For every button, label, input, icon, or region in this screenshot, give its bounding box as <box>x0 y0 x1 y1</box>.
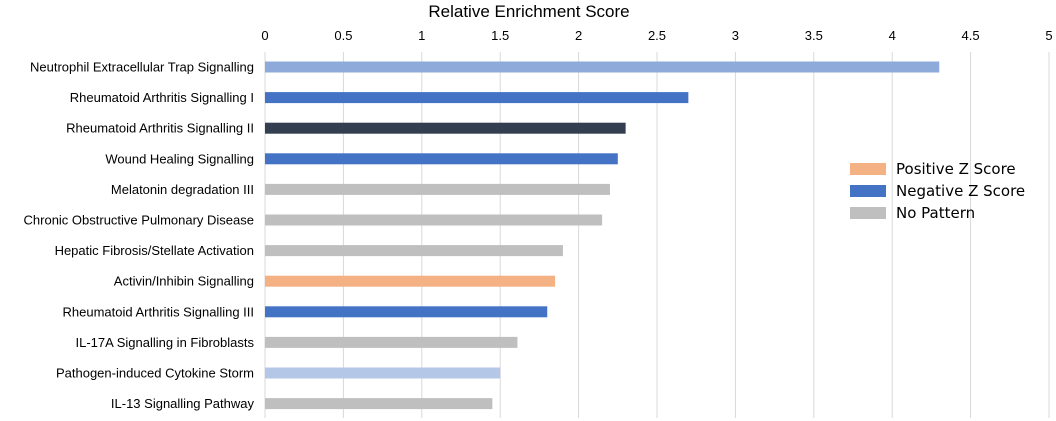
category-label: Melatonin degradation III <box>111 182 254 197</box>
legend-label: Negative Z Score <box>896 182 1025 200</box>
bars <box>265 61 940 410</box>
bar <box>265 336 518 348</box>
gridlines <box>264 52 1050 418</box>
bar <box>265 183 610 195</box>
legend-swatch <box>850 185 886 197</box>
legend-swatch <box>850 163 886 175</box>
legend: Positive Z Score Negative Z Score No Patte… <box>850 160 1025 222</box>
category-label: Wound Healing Signalling <box>105 151 254 166</box>
category-label: Neutrophil Extracellular Trap Signalling <box>30 60 254 75</box>
category-label: IL-13 Signalling Pathway <box>111 396 255 411</box>
bar <box>265 61 940 73</box>
bar <box>265 122 626 134</box>
bar <box>265 367 501 379</box>
legend-label: Positive Z Score <box>896 160 1016 178</box>
legend-label: No Pattern <box>896 204 975 222</box>
legend-swatch <box>850 207 886 219</box>
x-tick-label: 1 <box>418 28 425 43</box>
bar <box>265 153 618 165</box>
category-label: Rheumatoid Arthritis Signalling II <box>66 121 254 136</box>
x-tick-label: 2.5 <box>648 28 666 43</box>
x-tick-label: 1.5 <box>491 28 509 43</box>
category-label: Chronic Obstructive Pulmonary Disease <box>24 213 254 228</box>
bar <box>265 214 603 226</box>
category-label: Hepatic Fibrosis/Stellate Activation <box>55 243 254 258</box>
x-tick-label: 2 <box>575 28 582 43</box>
bar <box>265 245 563 257</box>
category-label: IL-17A Signalling in Fibroblasts <box>76 335 255 350</box>
bar <box>265 275 556 287</box>
category-label: Rheumatoid Arthritis Signalling I <box>70 90 254 105</box>
x-tick-label: 0.5 <box>334 28 352 43</box>
category-label: Activin/Inhibin Signalling <box>114 274 254 289</box>
category-labels: Neutrophil Extracellular Trap Signalling… <box>24 60 255 412</box>
category-label: Pathogen-induced Cytokine Storm <box>56 366 254 381</box>
bar <box>265 306 548 318</box>
x-axis-ticks: 0 0.5 1 1.5 2 2.5 3 3.5 4 4.5 5 <box>261 28 1052 43</box>
x-tick-label: 5 <box>1045 28 1052 43</box>
chart-title: Relative Enrichment Score <box>428 2 629 21</box>
x-tick-label: 0 <box>261 28 268 43</box>
x-tick-label: 4.5 <box>962 28 980 43</box>
x-tick-label: 4 <box>889 28 896 43</box>
category-label: Rheumatoid Arthritis Signalling III <box>63 304 254 319</box>
x-tick-label: 3.5 <box>805 28 823 43</box>
bar <box>265 398 493 410</box>
x-tick-label: 3 <box>732 28 739 43</box>
bar <box>265 92 689 104</box>
